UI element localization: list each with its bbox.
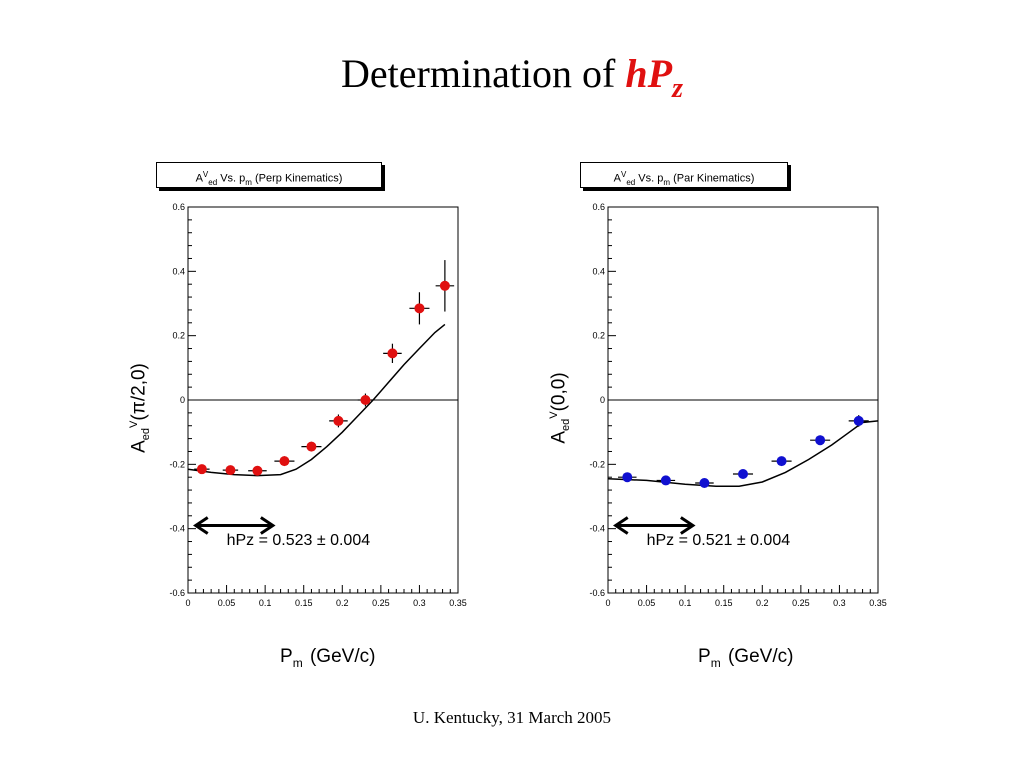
y-tick-label: 0.6 [592, 202, 605, 212]
data-point [387, 348, 398, 359]
xlabel-unit: (GeV/c) [727, 646, 794, 667]
box-title-mid: Vs. p [635, 172, 664, 185]
y-tick-label: -0.2 [589, 459, 605, 469]
x-tick-label: 0.25 [372, 598, 390, 608]
xlabel-main: P [698, 646, 711, 667]
x-tick-label: 0 [185, 598, 190, 608]
box-title-sub: ed [626, 177, 636, 187]
y-tick-label: 0.6 [172, 202, 185, 212]
fit-curve [607, 420, 879, 487]
data-point [853, 415, 864, 426]
data-point [815, 435, 826, 446]
xlabel-unit: (GeV/c) [309, 646, 376, 667]
box-title-tail: (Perp Kinematics) [251, 172, 343, 185]
box-title-sup: V [620, 170, 627, 179]
data-point [699, 477, 710, 488]
x-tick-label: 0.15 [715, 598, 733, 608]
y-tick-label: 0.2 [592, 331, 605, 341]
title-text: Determination of [341, 51, 616, 96]
box-title-sub2: m [245, 177, 252, 187]
box-title-mid: Vs. p [217, 172, 246, 185]
x-tick-label: 0.3 [413, 598, 426, 608]
data-point [279, 456, 290, 467]
y-tick-label: -0.6 [589, 588, 605, 598]
title-highlight: hPz [625, 51, 683, 104]
data-point [414, 303, 425, 314]
range-arrow-right-head [680, 516, 696, 535]
y-tick-label: 0.4 [592, 266, 605, 276]
data-point [252, 465, 263, 476]
data-point [360, 395, 371, 405]
xlabel-main: P [280, 646, 293, 667]
x-tick-label: 0.2 [756, 598, 769, 608]
x-tick-label: 0.25 [792, 598, 810, 608]
y-tick-label: -0.2 [169, 459, 185, 469]
data-point [660, 475, 671, 486]
box-title-sub2: m [663, 177, 671, 187]
x-tick-label: 0.05 [638, 598, 656, 608]
range-arrow-left-head [613, 516, 629, 535]
y-tick-label: -0.4 [589, 524, 605, 534]
plot-area-perp: -0.6 -0.4 -0.2 0 0.2 0.4 0.6 0 0.05 0.1 0.15 0.2 0.2… [169, 202, 467, 608]
title-highlight-main: hP [625, 51, 673, 96]
fit-result-annotation: hPz = 0.523 ± 0.004 [227, 532, 371, 549]
plot-title-box-par: AVed Vs. pm (Par Kinematics) [580, 162, 788, 188]
data-point [776, 456, 787, 467]
fit-result-annotation: hPz = 0.521 ± 0.004 [647, 532, 791, 549]
data-point [225, 465, 236, 476]
slide-title: Determination of hPz [0, 46, 1024, 117]
data-point [439, 280, 450, 291]
data-point [622, 472, 633, 483]
x-tick-label: 0.2 [336, 598, 349, 608]
data-point [333, 415, 344, 426]
slide-footer: U. Kentucky, 31 March 2005 [412, 708, 612, 727]
plot-area-par: -0.6 -0.4 -0.2 0 0.2 0.4 0.6 0 0.05 0.1 0.15 0.2 0.2… [589, 202, 887, 608]
x-tick-label: 0.1 [679, 598, 692, 608]
chart-panel-par: AVed Vs. pm (Par Kinematics) AedV(0,0) -… [520, 150, 940, 680]
x-tick-label: 0.15 [295, 598, 313, 608]
range-arrow-right-head [260, 516, 276, 535]
y-tick-label: 0.2 [172, 331, 185, 341]
chart-panel-perp: AVed Vs. pm (Perp Kinematics) AedV(π/2,0… [100, 150, 520, 680]
box-title-sup: V [202, 170, 209, 179]
x-tick-label: 0.3 [833, 598, 846, 608]
x-tick-label: 0.1 [259, 598, 272, 608]
range-arrow-left-head [193, 516, 209, 535]
data-point [306, 441, 317, 452]
x-tick-label: 0.05 [218, 598, 236, 608]
box-title-tail: (Par Kinematics) [670, 172, 755, 185]
y-tick-label: 0.4 [172, 266, 185, 276]
box-title-symbol: A [613, 172, 621, 185]
x-tick-label: 0.35 [869, 598, 887, 608]
y-tick-label: -0.4 [169, 524, 185, 534]
y-tick-label: 0 [600, 395, 605, 405]
x-axis-label-perp: Pm (GeV/c) [280, 646, 375, 670]
plot-title-box-perp: AVed Vs. pm (Perp Kinematics) [156, 162, 382, 188]
data-point [196, 464, 207, 475]
xlabel-sub: m [710, 656, 721, 670]
data-point [738, 468, 748, 479]
x-tick-label: 0 [605, 598, 610, 608]
fit-curve [187, 323, 446, 477]
box-title-sub: ed [208, 177, 218, 187]
y-tick-label: -0.6 [169, 588, 185, 598]
title-highlight-subscript: z [672, 73, 683, 104]
x-axis-label-par: Pm (GeV/c) [698, 646, 793, 670]
xlabel-sub: m [292, 656, 303, 670]
y-tick-label: 0 [180, 395, 185, 405]
box-title-symbol: A [195, 172, 203, 185]
x-tick-label: 0.35 [449, 598, 467, 608]
